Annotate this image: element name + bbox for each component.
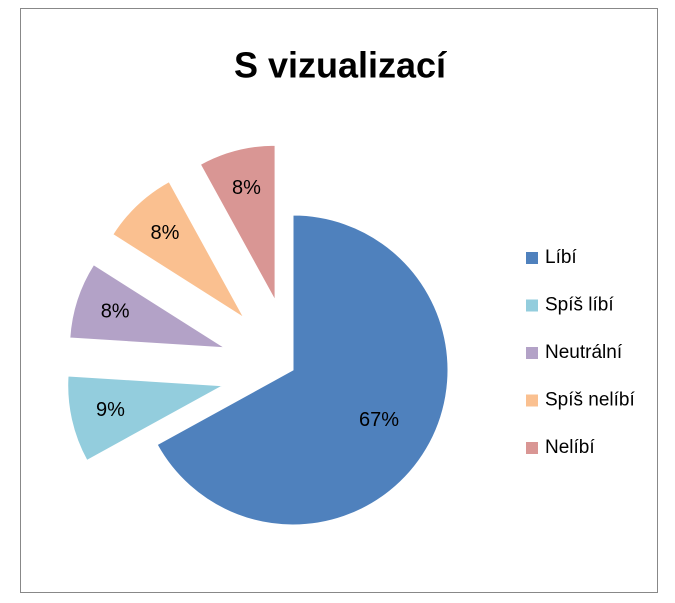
legend-swatch (526, 394, 538, 407)
chart-title: S vizualizací (234, 45, 447, 86)
pie-slice (69, 264, 225, 349)
legend-swatch (526, 252, 538, 264)
data-label: 8% (101, 300, 130, 322)
data-label: 9% (96, 399, 125, 421)
pie-slice (156, 214, 449, 526)
legend-label: Líbí (545, 247, 577, 268)
legend-swatch (526, 299, 538, 312)
data-label: 67% (359, 409, 399, 431)
pie-slice (112, 181, 245, 318)
legend-label: Spíš nelíbí (545, 390, 635, 411)
data-label: 8% (232, 177, 261, 199)
legend-swatch (526, 347, 538, 359)
legend-label: Neutrální (545, 342, 623, 363)
legend-swatch (526, 442, 538, 454)
legend-label: Nelíbí (545, 437, 595, 458)
data-label: 8% (151, 222, 180, 244)
pie-slice (199, 144, 276, 301)
legend-label: Spíš líbí (545, 295, 614, 316)
pie-slice (67, 375, 225, 462)
